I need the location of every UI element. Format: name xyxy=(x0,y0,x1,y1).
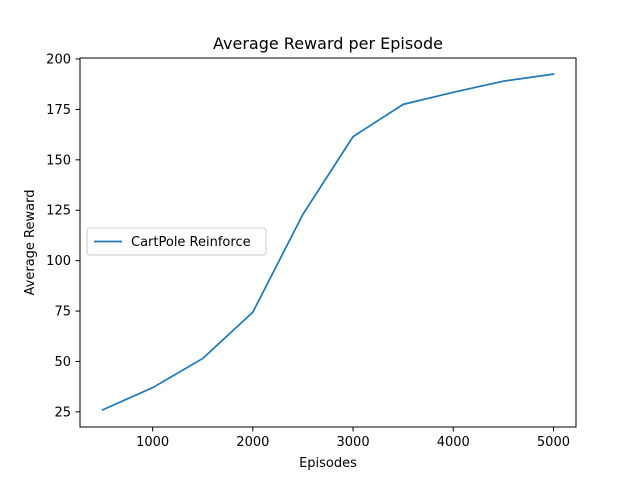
x-tick-label: 3000 xyxy=(337,435,370,450)
data-point xyxy=(152,387,154,389)
data-point xyxy=(502,80,504,82)
y-axis-ticks: 25 50 75 100 125 150 175 200 xyxy=(46,53,80,420)
y-tick-label: 125 xyxy=(46,204,71,219)
y-tick-label: 25 xyxy=(54,405,71,420)
data-point xyxy=(402,103,404,105)
y-tick-label: 200 xyxy=(46,53,71,68)
legend-label: CartPole Reinforce xyxy=(131,235,251,250)
data-point xyxy=(452,91,454,93)
y-tick-label: 75 xyxy=(54,305,71,320)
data-point xyxy=(552,73,554,75)
y-tick-label: 175 xyxy=(46,103,71,118)
plot-frame xyxy=(79,57,577,428)
data-point xyxy=(202,357,204,359)
y-tick-label: 100 xyxy=(46,254,71,269)
x-tick-label: 1000 xyxy=(136,435,169,450)
x-tick-label: 5000 xyxy=(537,435,570,450)
data-point xyxy=(302,213,304,215)
series-layer xyxy=(101,73,555,411)
data-point xyxy=(252,311,254,313)
y-tick-label: 50 xyxy=(54,355,71,370)
x-axis-label: Episodes xyxy=(299,456,357,471)
x-axis-ticks: 1000 2000 3000 4000 5000 xyxy=(136,427,570,450)
data-point xyxy=(352,136,354,138)
data-point xyxy=(102,409,104,411)
legend: CartPole Reinforce xyxy=(86,227,267,256)
y-tick-label: 150 xyxy=(46,153,71,168)
x-tick-label: 4000 xyxy=(437,435,470,450)
chart-title: Average Reward per Episode xyxy=(213,34,443,53)
series-line-0 xyxy=(101,73,555,411)
legend-box xyxy=(86,227,267,256)
y-axis-label: Average Reward xyxy=(23,190,38,296)
x-tick-label: 2000 xyxy=(236,435,269,450)
